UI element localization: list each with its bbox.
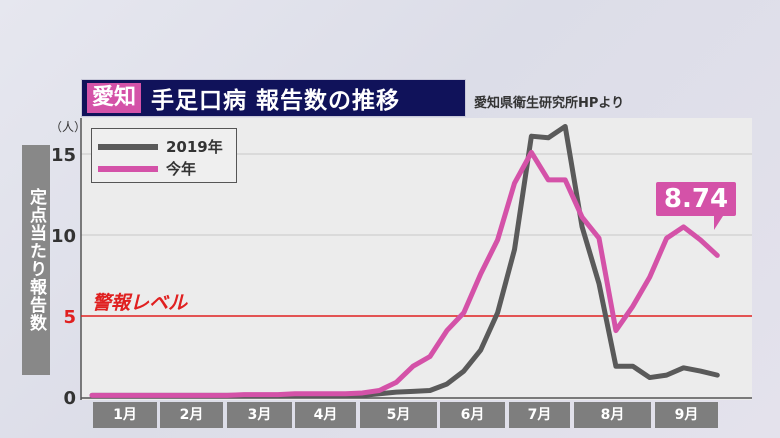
legend: 2019年 今年: [91, 128, 237, 183]
y-tick-label: 5: [63, 307, 76, 328]
legend-label-this-year: 今年: [166, 160, 197, 178]
legend-swatch-2019: [98, 143, 158, 150]
alert-level-label: 警報レベル: [92, 292, 188, 314]
y-tick-label: 10: [51, 226, 76, 247]
x-tick-label: 9月: [655, 402, 718, 428]
source-note: 愛知県衛生研究所HPより: [474, 96, 625, 111]
latest-value-callout: 8.74: [656, 182, 736, 230]
x-tick-label: 2月: [160, 402, 223, 428]
y-axis-label: 定点当たり報告数: [22, 145, 50, 375]
x-tick-label: 4月: [295, 402, 356, 428]
x-tick-label: 1月: [93, 402, 157, 428]
y-unit: （人）: [50, 120, 87, 134]
series-line-this-year: [89, 149, 720, 398]
title-bar: 愛知 手足口病 報告数の推移: [81, 79, 466, 117]
x-tick-label: 8月: [574, 402, 651, 428]
page-title: 手足口病 報告数の推移: [151, 88, 401, 114]
legend-item-this-year: 今年: [98, 158, 196, 179]
x-tick-label: 5月: [360, 402, 437, 428]
legend-swatch-this-year: [98, 165, 158, 172]
x-tick-label: 6月: [440, 402, 505, 428]
y-tick-label: 15: [51, 145, 76, 166]
legend-label-2019: 2019年: [166, 138, 223, 156]
legend-item-2019: 2019年: [98, 136, 223, 157]
x-tick-label: 7月: [509, 402, 570, 428]
y-tick-label: 0: [63, 388, 76, 409]
title-region-tag: 愛知: [87, 83, 142, 113]
x-tick-label: 3月: [227, 402, 292, 428]
